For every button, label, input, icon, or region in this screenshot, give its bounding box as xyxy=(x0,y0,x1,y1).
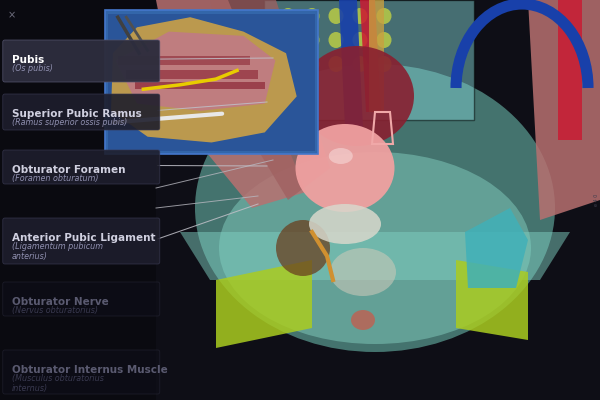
Text: Anterior Pubic Ligament: Anterior Pubic Ligament xyxy=(12,233,155,243)
Polygon shape xyxy=(216,260,312,348)
FancyBboxPatch shape xyxy=(3,350,160,394)
Polygon shape xyxy=(127,70,259,79)
Polygon shape xyxy=(528,0,600,220)
Ellipse shape xyxy=(281,56,296,72)
FancyBboxPatch shape xyxy=(3,218,160,264)
Polygon shape xyxy=(369,0,384,112)
Ellipse shape xyxy=(281,8,296,24)
Ellipse shape xyxy=(195,64,555,352)
Ellipse shape xyxy=(296,124,395,212)
Bar xyxy=(105,10,318,154)
Text: Obturator Nerve: Obturator Nerve xyxy=(12,297,109,307)
Ellipse shape xyxy=(305,8,320,24)
FancyBboxPatch shape xyxy=(3,40,160,82)
Ellipse shape xyxy=(329,32,343,48)
Polygon shape xyxy=(156,0,306,208)
Ellipse shape xyxy=(329,56,343,72)
Ellipse shape xyxy=(305,32,320,48)
Ellipse shape xyxy=(219,152,531,344)
FancyBboxPatch shape xyxy=(264,0,474,120)
Bar xyxy=(108,14,315,151)
Polygon shape xyxy=(210,0,330,200)
Polygon shape xyxy=(135,82,265,89)
Ellipse shape xyxy=(353,8,367,24)
Text: ×: × xyxy=(7,10,16,20)
Polygon shape xyxy=(339,0,363,128)
Polygon shape xyxy=(360,0,381,112)
Text: (Foramen obturatum): (Foramen obturatum) xyxy=(12,174,98,183)
Polygon shape xyxy=(465,208,528,288)
Polygon shape xyxy=(180,232,570,280)
Polygon shape xyxy=(118,56,250,65)
Polygon shape xyxy=(111,17,297,142)
FancyBboxPatch shape xyxy=(3,94,160,130)
Text: (Os pubis): (Os pubis) xyxy=(12,64,53,73)
Ellipse shape xyxy=(377,56,392,72)
Text: (Ligamentum pubicum
anterius): (Ligamentum pubicum anterius) xyxy=(12,242,103,262)
Text: Pubis: Pubis xyxy=(12,55,44,65)
FancyBboxPatch shape xyxy=(3,282,160,316)
Ellipse shape xyxy=(353,32,367,48)
Text: Obturator Internus Muscle: Obturator Internus Muscle xyxy=(12,365,167,375)
Text: e 4 0: e 4 0 xyxy=(594,194,599,206)
Polygon shape xyxy=(456,260,528,340)
Text: (Nervus obturatorius): (Nervus obturatorius) xyxy=(12,306,98,315)
Ellipse shape xyxy=(351,310,375,330)
Ellipse shape xyxy=(281,32,296,48)
Ellipse shape xyxy=(329,8,343,24)
Text: (Ramus superior ossis pubis): (Ramus superior ossis pubis) xyxy=(12,118,127,127)
Ellipse shape xyxy=(353,56,367,72)
Ellipse shape xyxy=(329,148,353,164)
Polygon shape xyxy=(558,0,582,140)
Text: (Musculus obturatorius
internus): (Musculus obturatorius internus) xyxy=(12,374,104,394)
Ellipse shape xyxy=(300,46,414,146)
Text: Obturator Foramen: Obturator Foramen xyxy=(12,165,125,175)
Text: Superior Pubic Ramus: Superior Pubic Ramus xyxy=(12,109,142,119)
Ellipse shape xyxy=(276,220,330,276)
Ellipse shape xyxy=(377,8,392,24)
Ellipse shape xyxy=(377,32,392,48)
Polygon shape xyxy=(116,32,275,111)
Ellipse shape xyxy=(309,204,381,244)
FancyBboxPatch shape xyxy=(3,150,160,184)
Ellipse shape xyxy=(330,248,396,296)
Bar xyxy=(156,0,600,400)
Ellipse shape xyxy=(305,56,320,72)
